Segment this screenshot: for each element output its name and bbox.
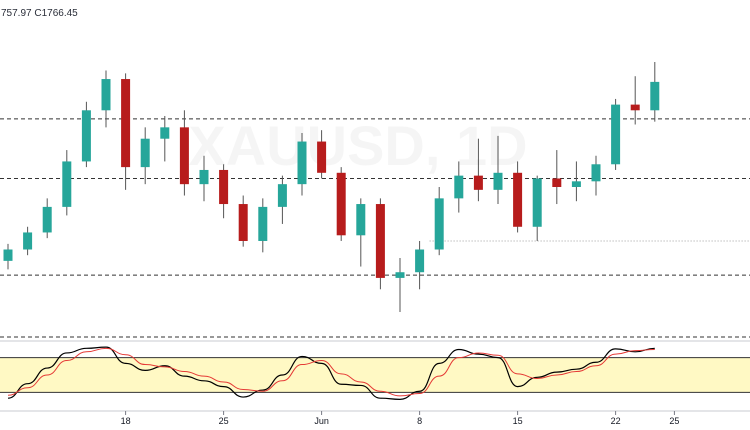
stoch-series-0 <box>7 346 655 400</box>
tick-label-3: 8 <box>417 416 422 426</box>
tick-label-6: 25 <box>669 416 679 426</box>
candle-21 <box>415 240 425 290</box>
candle-body-5 <box>101 79 111 111</box>
watermark: XAUUSD, 1D <box>188 114 527 177</box>
candle-body-24 <box>473 175 483 190</box>
tick-label-1: 25 <box>219 416 229 426</box>
candle-17 <box>336 167 346 241</box>
candle-body-8 <box>160 127 170 139</box>
tick-label-4: 15 <box>513 416 523 426</box>
candle-body-11 <box>219 169 229 205</box>
candle-body-28 <box>552 178 562 187</box>
candle-10 <box>199 155 209 202</box>
candle-body-2 <box>42 206 52 233</box>
candle-body-10 <box>199 169 209 185</box>
candle-body-1 <box>23 232 33 250</box>
candle-body-14 <box>277 184 287 207</box>
candle-15 <box>297 133 307 196</box>
candle-22 <box>434 187 444 256</box>
candle-body-16 <box>317 141 327 173</box>
candle-body-22 <box>434 198 444 250</box>
stochastic-pane <box>0 340 750 400</box>
candle-body-26 <box>513 172 523 227</box>
candle-6 <box>121 73 131 190</box>
candle-2 <box>42 198 52 239</box>
candle-29 <box>571 161 581 202</box>
candle-30 <box>591 155 601 196</box>
candle-4 <box>81 101 91 168</box>
candle-body-32 <box>630 104 640 111</box>
candle-20 <box>395 258 405 312</box>
time-axis: 18 25 Jun 8 15 22 25 <box>0 410 750 426</box>
candle-body-18 <box>356 204 366 236</box>
candle-body-27 <box>532 178 542 227</box>
candle-7 <box>140 127 150 185</box>
candle-32 <box>630 76 640 125</box>
candle-body-19 <box>375 204 385 278</box>
candle-31 <box>611 98 621 170</box>
candle-5 <box>101 70 111 128</box>
candle-body-7 <box>140 138 150 168</box>
stoch-series-1 <box>7 347 655 397</box>
candle-body-13 <box>258 206 268 241</box>
candlesticks <box>3 62 660 312</box>
candle-body-6 <box>121 79 131 168</box>
candle-body-3 <box>62 161 72 207</box>
candle-body-30 <box>591 164 601 182</box>
candle-25 <box>493 135 503 205</box>
candle-13 <box>258 198 268 253</box>
candle-body-4 <box>81 110 91 162</box>
candle-18 <box>356 198 366 267</box>
candle-8 <box>160 115 170 162</box>
candle-body-20 <box>395 272 405 278</box>
horizontal-levels <box>0 118 750 338</box>
candle-19 <box>375 198 385 290</box>
tick-label-5: 22 <box>611 416 621 426</box>
tick-label-0: 18 <box>121 416 131 426</box>
candle-14 <box>277 175 287 224</box>
candle-body-21 <box>415 249 425 273</box>
candle-9 <box>179 110 189 196</box>
candle-body-31 <box>611 104 621 165</box>
ohlc-readout: 757.97 C1766.45 <box>1 8 78 19</box>
candle-12 <box>238 195 248 247</box>
tick-label-2: Jun <box>314 416 329 426</box>
candle-26 <box>513 161 523 233</box>
candle-24 <box>473 138 483 202</box>
candle-28 <box>552 150 562 205</box>
candle-0 <box>3 243 13 270</box>
candle-27 <box>532 175 542 241</box>
stoch-band <box>0 357 750 393</box>
candle-body-23 <box>454 175 464 199</box>
candle-body-0 <box>3 249 13 261</box>
candle-body-29 <box>571 181 581 187</box>
candle-33 <box>650 62 660 122</box>
candle-1 <box>23 226 33 256</box>
candle-23 <box>454 161 464 213</box>
candle-body-9 <box>179 127 189 185</box>
candle-11 <box>219 164 229 219</box>
candle-body-12 <box>238 204 248 241</box>
candle-body-33 <box>650 81 660 111</box>
candle-16 <box>317 130 327 179</box>
candle-3 <box>62 150 72 216</box>
symbol-watermark: XAUUSD, 1D <box>188 114 527 177</box>
candle-body-15 <box>297 141 307 185</box>
candle-body-25 <box>493 172 503 190</box>
candle-body-17 <box>336 172 346 236</box>
